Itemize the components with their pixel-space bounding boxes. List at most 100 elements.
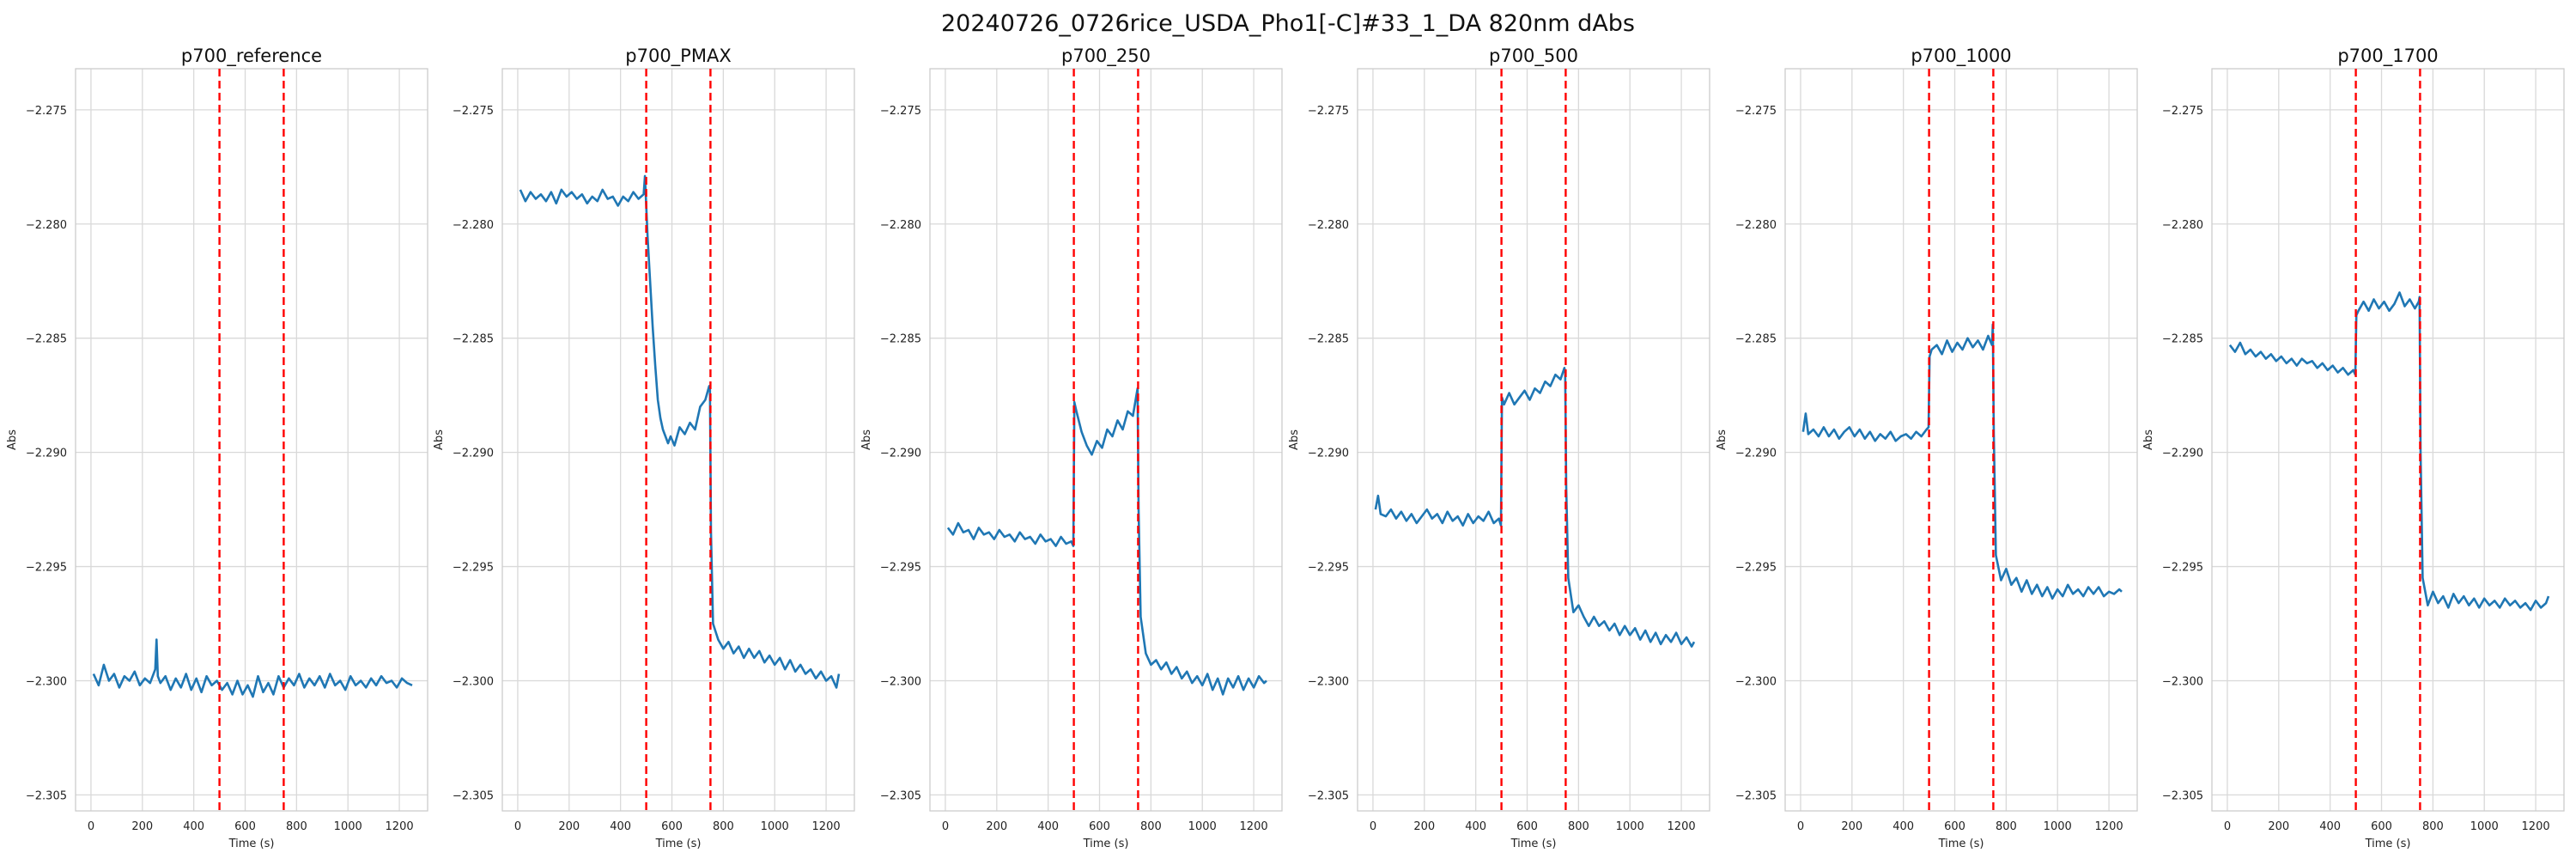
- x-axis-label: Time (s): [1938, 838, 1984, 850]
- y-tick-label: −2.300: [1735, 675, 1777, 688]
- subplot-p700_PMAX: 0 200 400 600 800 1000 1200 −2.275 −2.280 −2.285 −…: [433, 46, 855, 850]
- x-tick-label: 1200: [2522, 820, 2550, 833]
- series-line: [92, 638, 413, 698]
- x-tick-label: 1000: [1616, 820, 1644, 833]
- plot-area: [2212, 69, 2564, 811]
- y-tick-label: −2.295: [1308, 562, 1349, 575]
- x-tick-label: 400: [1037, 820, 1059, 833]
- y-tick-label: −2.280: [880, 219, 921, 232]
- y-tick-label: −2.305: [1308, 789, 1349, 802]
- x-tick-label: 600: [2371, 820, 2392, 833]
- x-tick-label: 400: [183, 820, 204, 833]
- subplot-p700_1000: 0 200 400 600 800 1000 1200 −2.275 −2.280 −2.285 −…: [1716, 46, 2138, 850]
- subplot-p700_1700: 0 200 400 600 800 1000 1200 −2.275 −2.280 −2.285 −…: [2142, 46, 2565, 850]
- x-tick-label: 200: [1841, 820, 1862, 833]
- subplot-title: p700_PMAX: [625, 46, 731, 67]
- x-tick-label: 0: [942, 820, 949, 833]
- figure-title: 20240726_0726rice_USDA_Pho1[-C]#33_1_DA …: [940, 10, 1635, 37]
- x-tick-label: 1000: [1188, 820, 1217, 833]
- x-tick-label: 1200: [1240, 820, 1268, 833]
- subplot-p700_250: 0 200 400 600 800 1000 1200 −2.275 −2.280 −2.285 −…: [860, 46, 1283, 850]
- x-tick-label: 200: [986, 820, 1007, 833]
- plot-area: [1358, 69, 1710, 811]
- y-tick-label: −2.295: [2162, 562, 2203, 575]
- series-line: [1801, 323, 2123, 600]
- y-tick-label: −2.300: [453, 675, 494, 688]
- x-tick-label: 1200: [386, 820, 414, 833]
- y-tick-label: −2.295: [26, 562, 67, 575]
- x-tick-label: 400: [1465, 820, 1486, 833]
- y-tick-label: −2.290: [880, 448, 921, 460]
- y-tick-label: −2.280: [1308, 219, 1349, 232]
- y-tick-label: −2.275: [1308, 105, 1349, 118]
- y-axis-label: Abs: [1716, 430, 1728, 450]
- y-tick-label: −2.275: [26, 105, 67, 118]
- y-tick-label: −2.285: [1308, 333, 1349, 346]
- plot-frame: [929, 68, 1283, 812]
- y-tick-label: −2.285: [26, 333, 67, 346]
- y-tick-label: −2.290: [1308, 448, 1349, 460]
- y-tick-label: −2.305: [1735, 789, 1777, 802]
- subplot-p700_500: 0 200 400 600 800 1000 1200 −2.275 −2.280 −2.285 −…: [1288, 46, 1710, 850]
- y-tick-label: −2.275: [2162, 105, 2203, 118]
- x-tick-label: 400: [1893, 820, 1914, 833]
- y-tick-label: −2.295: [880, 562, 921, 575]
- y-tick-label: −2.305: [880, 789, 921, 802]
- x-tick-label: 600: [661, 820, 683, 833]
- series-line: [1374, 366, 1696, 648]
- y-tick-label: −2.300: [1308, 675, 1349, 688]
- y-tick-label: −2.280: [26, 219, 67, 232]
- x-tick-label: 0: [88, 820, 94, 833]
- y-tick-label: −2.300: [26, 675, 67, 688]
- y-tick-label: −2.275: [453, 105, 494, 118]
- y-axis-label: Abs: [6, 430, 19, 450]
- series-line: [946, 387, 1267, 696]
- y-tick-label: −2.275: [880, 105, 921, 118]
- x-tick-label: 800: [2422, 820, 2444, 833]
- plot-frame: [2211, 68, 2565, 812]
- x-tick-label: 0: [1370, 820, 1376, 833]
- plot-area: [930, 69, 1282, 811]
- x-tick-label: 200: [1413, 820, 1435, 833]
- y-axis-label: Abs: [2142, 430, 2155, 450]
- y-tick-label: −2.305: [26, 789, 67, 802]
- series-line: [2228, 291, 2550, 612]
- y-tick-label: −2.290: [1735, 448, 1777, 460]
- x-tick-label: 800: [286, 820, 307, 833]
- y-tick-label: −2.280: [453, 219, 494, 232]
- y-tick-label: −2.300: [880, 675, 921, 688]
- plot-area: [1785, 69, 2137, 811]
- y-tick-label: −2.295: [453, 562, 494, 575]
- x-tick-label: 1000: [334, 820, 362, 833]
- x-tick-label: 800: [713, 820, 734, 833]
- x-tick-label: 600: [1089, 820, 1110, 833]
- x-tick-label: 0: [1797, 820, 1804, 833]
- y-axis-label: Abs: [860, 430, 873, 450]
- x-tick-label: 800: [1140, 820, 1162, 833]
- subplot-title: p700_reference: [181, 46, 322, 67]
- plot-frame: [501, 68, 855, 812]
- x-tick-label: 400: [610, 820, 631, 833]
- plot-frame: [75, 68, 428, 812]
- y-tick-label: −2.305: [2162, 789, 2203, 802]
- x-tick-label: 0: [514, 820, 521, 833]
- x-tick-label: 600: [1944, 820, 1965, 833]
- x-tick-label: 800: [1568, 820, 1589, 833]
- y-tick-label: −2.305: [453, 789, 494, 802]
- x-tick-label: 200: [2268, 820, 2289, 833]
- x-axis-label: Time (s): [655, 838, 702, 850]
- x-tick-label: 1000: [2044, 820, 2072, 833]
- subplot-p700_reference: 0 200 400 600 800 1000 1200 −2.275 −2.280 −2.285 −…: [6, 46, 428, 850]
- subplot-title: p700_1000: [1911, 46, 2011, 67]
- x-tick-label: 600: [234, 820, 256, 833]
- subplot-title: p700_1700: [2337, 46, 2438, 67]
- y-axis-label: Abs: [433, 430, 446, 450]
- y-axis-label: Abs: [1288, 430, 1301, 450]
- x-tick-label: 1200: [1668, 820, 1696, 833]
- plot-area: [76, 69, 428, 811]
- x-tick-label: 200: [558, 820, 580, 833]
- x-axis-label: Time (s): [228, 838, 275, 850]
- x-tick-label: 200: [131, 820, 153, 833]
- series-line: [519, 174, 841, 689]
- x-tick-label: 1200: [2095, 820, 2123, 833]
